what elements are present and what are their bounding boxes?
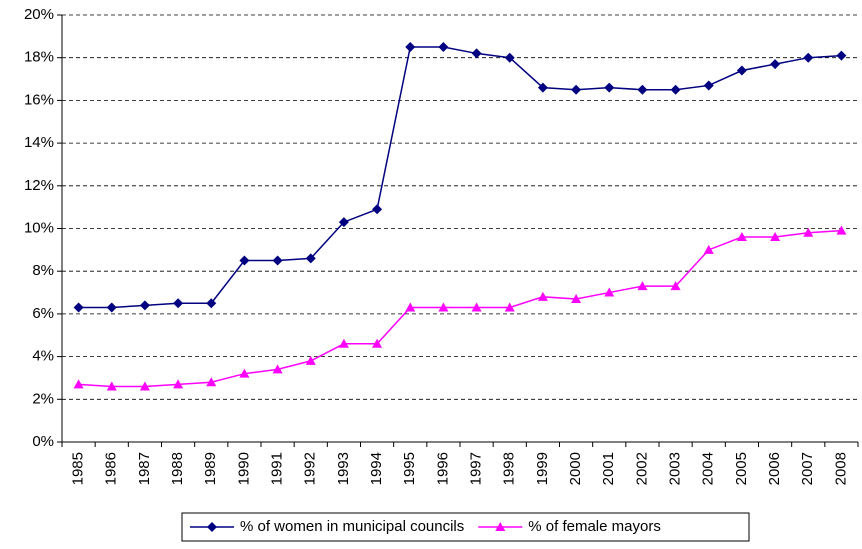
marker [495,522,506,531]
marker [73,302,84,313]
marker [537,291,548,301]
marker [504,52,515,63]
marker [571,84,582,95]
x-tick-label: 1991 [269,452,286,485]
marker [338,217,349,228]
marker [604,287,615,297]
marker [670,281,681,291]
x-tick-label: 2005 [733,452,750,485]
x-tick-label: 1986 [103,452,120,485]
x-tick-label: 1989 [202,452,219,485]
x-tick-label: 2004 [700,452,717,485]
legend-box [181,512,750,542]
series-line [78,229,842,388]
marker [106,302,117,313]
marker [637,281,648,291]
marker [571,293,582,303]
y-tick-label: 2% [32,390,54,407]
y-tick-label: 14% [24,134,54,151]
marker [305,253,316,264]
x-tick-label: 1987 [136,452,153,485]
x-tick-label: 2001 [600,452,617,485]
marker [703,244,714,254]
marker [803,52,814,63]
marker [537,82,548,93]
marker [405,302,416,312]
x-tick-label: 1994 [368,452,385,485]
x-tick-label: 2006 [766,452,783,485]
marker [604,82,615,93]
y-tick-label: 20% [24,6,54,23]
marker [207,522,217,532]
marker [471,48,482,59]
marker [670,84,681,95]
marker [736,65,747,76]
x-tick-label: 1995 [401,452,418,485]
marker [770,232,781,242]
marker [471,302,482,312]
x-tick-label: 2007 [799,452,816,485]
marker [338,338,349,348]
y-tick-label: 12% [24,177,54,194]
y-tick-label: 4% [32,348,54,365]
legend-label: % of women in municipal councils [240,518,464,535]
marker [836,50,847,61]
marker [770,59,781,70]
marker [173,298,184,309]
marker [504,302,515,312]
marker [703,80,714,91]
x-tick-label: 1992 [302,452,319,485]
marker [239,255,250,266]
marker [272,364,283,374]
marker [405,42,416,53]
x-tick-label: 1999 [534,452,551,485]
x-tick-label: 2002 [633,452,650,485]
marker [372,338,383,348]
y-tick-label: 8% [32,262,54,279]
x-tick-label: 1996 [434,452,451,485]
marker [139,381,150,391]
x-tick-label: 1985 [70,452,87,485]
legend-label: % of female mayors [528,518,661,535]
y-tick-label: 18% [24,49,54,66]
marker [836,225,847,235]
marker [139,300,150,311]
marker [206,298,217,309]
marker [239,368,250,378]
marker [73,379,84,389]
x-tick-label: 1988 [169,452,186,485]
marker [438,302,449,312]
marker [106,381,117,391]
marker [206,377,217,387]
series-line [78,46,842,309]
marker [803,227,814,237]
marker [173,379,184,389]
marker [637,84,648,95]
x-tick-label: 1993 [335,452,352,485]
marker [272,255,283,266]
x-tick-label: 2008 [832,452,849,485]
marker [736,232,747,242]
marker [372,204,383,215]
x-tick-label: 1997 [468,452,485,485]
x-tick-label: 1998 [501,452,518,485]
marker [438,42,449,53]
x-tick-label: 2003 [667,452,684,485]
y-tick-label: 16% [24,91,54,108]
y-tick-label: 6% [32,305,54,322]
x-tick-label: 1990 [235,452,252,485]
marker [305,355,316,365]
y-tick-label: 10% [24,219,54,236]
y-tick-label: 0% [32,433,54,450]
x-tick-label: 2000 [567,452,584,485]
